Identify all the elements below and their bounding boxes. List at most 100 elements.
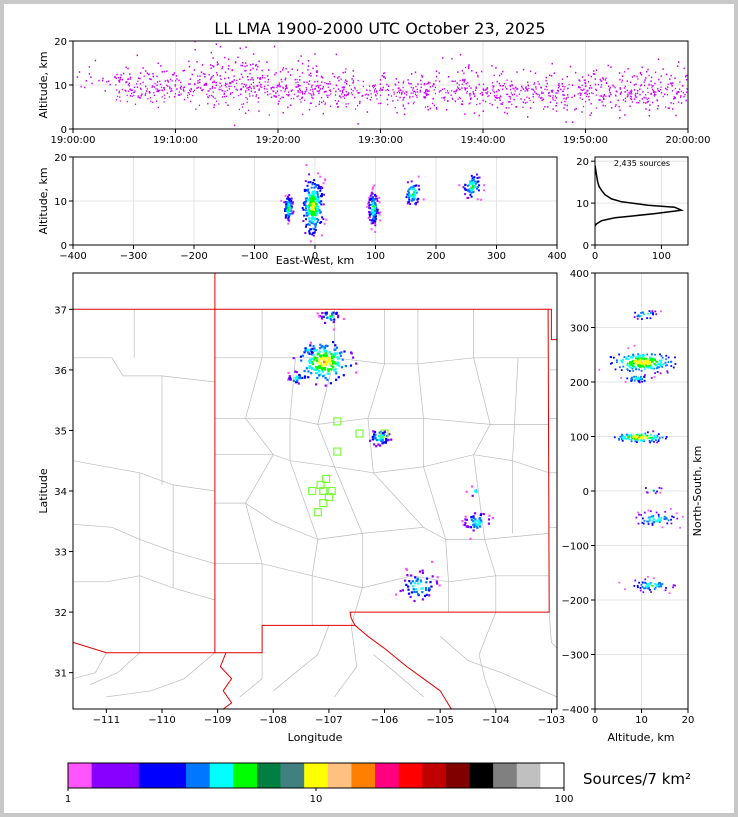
time-height-point xyxy=(227,77,230,79)
time-height-point xyxy=(664,93,666,96)
time-height-point xyxy=(176,88,178,90)
time-height-point xyxy=(599,99,601,101)
time-height-point xyxy=(255,94,258,96)
time-height-point xyxy=(552,108,554,110)
north-south-point xyxy=(650,515,653,518)
time-height-point xyxy=(501,103,503,105)
east-west-point xyxy=(309,198,312,201)
north-south-point xyxy=(647,587,649,590)
map-source-point xyxy=(298,373,301,377)
north-south-point xyxy=(666,371,669,374)
time-height-point xyxy=(563,97,565,100)
time-height-point xyxy=(535,92,537,95)
north-south-point xyxy=(641,440,643,442)
time-height-point xyxy=(589,85,591,87)
time-height-point xyxy=(219,82,221,85)
time-height-point xyxy=(593,73,596,75)
time-height-point xyxy=(208,73,210,76)
north-south-ylabel: North-South, km xyxy=(691,446,704,537)
east-west-point xyxy=(371,192,374,195)
time-height-point xyxy=(412,92,414,94)
east-west-point xyxy=(289,202,292,205)
map-source-point xyxy=(315,357,318,360)
hist-ytick: 20 xyxy=(576,157,589,168)
time-height-point xyxy=(137,77,140,79)
map-source-point xyxy=(334,352,337,355)
time-height-point xyxy=(648,83,650,85)
time-height-point xyxy=(231,92,233,94)
time-height-point xyxy=(338,79,340,82)
east-west-point xyxy=(303,203,306,206)
map-source-point xyxy=(372,430,375,433)
county-boundary xyxy=(417,309,449,613)
time-height-point xyxy=(396,91,398,94)
time-height-point xyxy=(407,102,410,105)
time-height-point xyxy=(580,89,582,91)
map-source-point xyxy=(287,371,290,374)
time-height-point xyxy=(673,98,675,100)
north-south-point xyxy=(661,436,664,439)
time-height-point xyxy=(382,86,384,89)
time-height-point xyxy=(524,90,526,92)
time-height-point xyxy=(495,97,497,99)
map-source-point xyxy=(330,364,333,367)
east-west-point xyxy=(290,199,293,202)
time-height-point xyxy=(238,94,240,97)
time-height-point xyxy=(247,76,249,78)
time-height-point xyxy=(415,94,417,97)
time-height-point xyxy=(117,76,120,79)
east-west-point xyxy=(308,208,311,211)
time-height-point xyxy=(477,74,479,77)
time-height-point xyxy=(216,71,218,74)
time-height-point xyxy=(433,89,435,91)
time-height-point xyxy=(218,88,220,91)
east-west-point xyxy=(314,207,317,210)
time-height-point xyxy=(131,92,133,95)
time-height-point xyxy=(608,85,610,87)
east-west-point xyxy=(377,212,380,214)
ew-xtick: −400 xyxy=(59,251,86,262)
map-source-point xyxy=(310,353,314,356)
county-boundary xyxy=(373,654,424,698)
north-south-point xyxy=(649,582,652,584)
th-xtick: 19:10:00 xyxy=(153,135,198,146)
time-height-point xyxy=(126,81,128,83)
state-boundary xyxy=(73,624,356,654)
map-source-point xyxy=(326,360,329,363)
map-source-point xyxy=(342,374,345,377)
time-height-point xyxy=(305,88,308,91)
time-height-point xyxy=(442,88,444,90)
time-height-point xyxy=(556,89,559,92)
map-source-point xyxy=(315,359,318,362)
time-height-point xyxy=(329,81,331,83)
time-height-point xyxy=(334,94,337,96)
time-height-point xyxy=(296,95,298,98)
time-height-point xyxy=(513,88,515,90)
time-height-point xyxy=(598,99,600,101)
north-south-point xyxy=(646,436,648,439)
time-height-point xyxy=(653,95,655,97)
time-height-point xyxy=(241,76,244,79)
time-height-point xyxy=(266,90,269,93)
time-height-point xyxy=(474,95,476,97)
time-height-point xyxy=(162,89,164,92)
map-source-point xyxy=(317,361,320,364)
map-source-point xyxy=(478,518,481,521)
east-west-point xyxy=(406,202,409,205)
time-height-point xyxy=(596,89,598,91)
east-west-point xyxy=(304,209,307,212)
time-height-point xyxy=(207,102,209,105)
lma-station-marker xyxy=(355,429,364,438)
colorbar-cell xyxy=(304,763,329,788)
east-west-point xyxy=(314,185,317,188)
time-height-point xyxy=(345,68,347,70)
north-south-point xyxy=(643,440,645,443)
time-height-point xyxy=(190,88,192,90)
time-height-point xyxy=(545,76,547,79)
map-source-point xyxy=(430,585,433,588)
map-source-point xyxy=(312,345,315,348)
map-source-point xyxy=(326,378,329,381)
time-height-point xyxy=(183,98,185,101)
ew-ytick: 0 xyxy=(61,241,67,252)
lma-station-marker xyxy=(327,486,336,496)
